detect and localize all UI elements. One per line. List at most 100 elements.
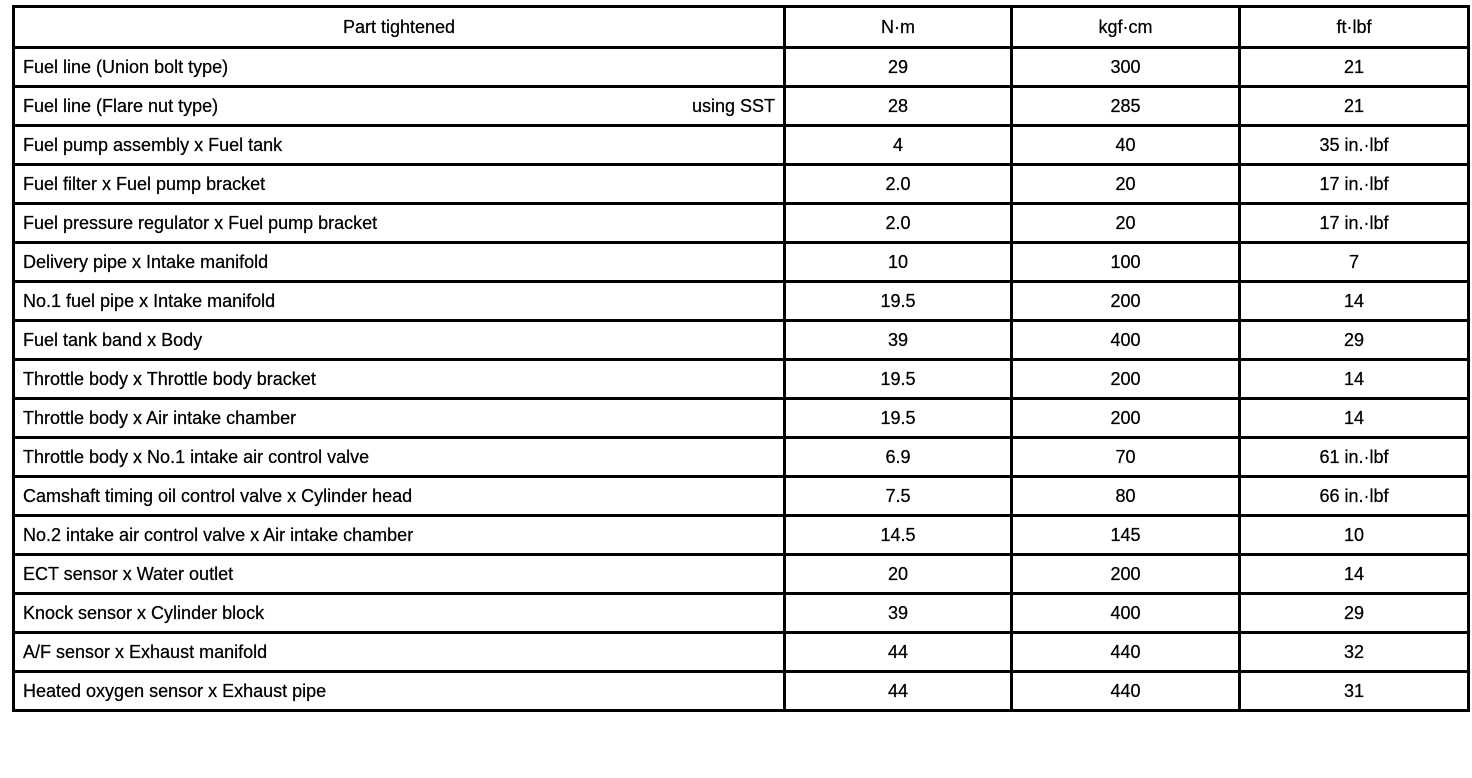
kgfcm-cell: 70 (1010, 436, 1241, 478)
ftlbf-cell: 31 (1238, 670, 1470, 712)
ftlbf-cell: 21 (1238, 46, 1470, 88)
ftlbf-cell: 66 in.·lbf (1238, 475, 1470, 517)
kgfcm-cell: 285 (1010, 85, 1241, 127)
table-row: Fuel pump assembly x Fuel tank 4 40 35 i… (12, 124, 1470, 166)
nm-cell: 20 (783, 553, 1013, 595)
part-cell: Heated oxygen sensor x Exhaust pipe (12, 670, 786, 712)
table-row: Fuel line (Union bolt type) 29 300 21 (12, 46, 1470, 88)
part-cell: A/F sensor x Exhaust manifold (12, 631, 786, 673)
ftlbf-cell: 14 (1238, 397, 1470, 439)
nm-cell: 19.5 (783, 280, 1013, 322)
part-name: Fuel pump assembly x Fuel tank (23, 134, 283, 155)
ftlbf-cell: 61 in.·lbf (1238, 436, 1470, 478)
part-cell: Throttle body x No.1 intake air control … (12, 436, 786, 478)
table-row: Fuel line (Flare nut type) using SST 28 … (12, 85, 1470, 127)
ftlbf-cell: 17 in.·lbf (1238, 163, 1470, 205)
nm-cell: 7.5 (783, 475, 1013, 517)
part-cell: Fuel pressure regulator x Fuel pump brac… (12, 202, 786, 244)
part-name: Knock sensor x Cylinder block (23, 602, 265, 623)
kgfcm-cell: 20 (1010, 202, 1241, 244)
table-row: Fuel filter x Fuel pump bracket 2.0 20 1… (12, 163, 1470, 205)
nm-cell: 19.5 (783, 358, 1013, 400)
part-cell: No.1 fuel pipe x Intake manifold (12, 280, 786, 322)
part-name: Delivery pipe x Intake manifold (23, 251, 269, 272)
part-cell: Fuel tank band x Body (12, 319, 786, 361)
header-row: Part tightened N·m kgf·cm ft·lbf (12, 5, 1470, 49)
ftlbf-cell: 29 (1238, 592, 1470, 634)
nm-cell: 10 (783, 241, 1013, 283)
part-name: Camshaft timing oil control valve x Cyli… (23, 485, 413, 506)
ftlbf-cell: 17 in.·lbf (1238, 202, 1470, 244)
part-name: Fuel filter x Fuel pump bracket (23, 173, 266, 194)
kgfcm-cell: 100 (1010, 241, 1241, 283)
kgfcm-cell: 200 (1010, 553, 1241, 595)
part-cell: No.2 intake air control valve x Air inta… (12, 514, 786, 556)
part-name: Fuel line (Flare nut type) (23, 95, 219, 116)
ftlbf-cell: 35 in.·lbf (1238, 124, 1470, 166)
table-row: Fuel pressure regulator x Fuel pump brac… (12, 202, 1470, 244)
part-name: A/F sensor x Exhaust manifold (23, 641, 268, 662)
part-name: Throttle body x Air intake chamber (23, 407, 297, 428)
kgfcm-cell: 300 (1010, 46, 1241, 88)
part-cell: Fuel line (Union bolt type) (12, 46, 786, 88)
ftlbf-cell: 14 (1238, 358, 1470, 400)
part-cell: Fuel line (Flare nut type) using SST (12, 85, 786, 127)
kgfcm-cell: 400 (1010, 592, 1241, 634)
part-cell: Knock sensor x Cylinder block (12, 592, 786, 634)
nm-cell: 2.0 (783, 163, 1013, 205)
ftlbf-cell: 10 (1238, 514, 1470, 556)
part-cell: Throttle body x Air intake chamber (12, 397, 786, 439)
kgfcm-cell: 440 (1010, 670, 1241, 712)
table-row: Throttle body x Air intake chamber 19.5 … (12, 397, 1470, 439)
part-name: Throttle body x No.1 intake air control … (23, 446, 370, 467)
part-cell: ECT sensor x Water outlet (12, 553, 786, 595)
nm-cell: 28 (783, 85, 1013, 127)
part-cell: Fuel filter x Fuel pump bracket (12, 163, 786, 205)
part-name: Throttle body x Throttle body bracket (23, 368, 316, 389)
nm-cell: 4 (783, 124, 1013, 166)
table-row: No.1 fuel pipe x Intake manifold 19.5 20… (12, 280, 1470, 322)
ftlbf-cell: 7 (1238, 241, 1470, 283)
part-name: No.2 intake air control valve x Air inta… (23, 524, 414, 545)
nm-cell: 39 (783, 592, 1013, 634)
header-nm: N·m (783, 5, 1013, 49)
ftlbf-cell: 21 (1238, 85, 1470, 127)
part-name: No.1 fuel pipe x Intake manifold (23, 290, 276, 311)
kgfcm-cell: 200 (1010, 358, 1241, 400)
table-row: Throttle body x Throttle body bracket 19… (12, 358, 1470, 400)
kgfcm-cell: 80 (1010, 475, 1241, 517)
part-name: Fuel line (Union bolt type) (23, 56, 229, 77)
kgfcm-cell: 400 (1010, 319, 1241, 361)
part-cell: Throttle body x Throttle body bracket (12, 358, 786, 400)
kgfcm-cell: 200 (1010, 280, 1241, 322)
table-row: A/F sensor x Exhaust manifold 44 440 32 (12, 631, 1470, 673)
part-name: Fuel tank band x Body (23, 329, 203, 350)
nm-cell: 44 (783, 670, 1013, 712)
part-cell: Camshaft timing oil control valve x Cyli… (12, 475, 786, 517)
part-name: Fuel pressure regulator x Fuel pump brac… (23, 212, 378, 233)
kgfcm-cell: 145 (1010, 514, 1241, 556)
ftlbf-cell: 14 (1238, 280, 1470, 322)
header-kgfcm: kgf·cm (1010, 5, 1241, 49)
table-row: Camshaft timing oil control valve x Cyli… (12, 475, 1470, 517)
kgfcm-cell: 200 (1010, 397, 1241, 439)
kgfcm-cell: 20 (1010, 163, 1241, 205)
kgfcm-cell: 440 (1010, 631, 1241, 673)
table-row: Delivery pipe x Intake manifold 10 100 7 (12, 241, 1470, 283)
nm-cell: 6.9 (783, 436, 1013, 478)
nm-cell: 44 (783, 631, 1013, 673)
part-cell: Delivery pipe x Intake manifold (12, 241, 786, 283)
table-row: Fuel tank band x Body 39 400 29 (12, 319, 1470, 361)
torque-spec-table: Part tightened N·m kgf·cm ft·lbf Fuel li… (12, 5, 1470, 712)
kgfcm-cell: 40 (1010, 124, 1241, 166)
table-row: Knock sensor x Cylinder block 39 400 29 (12, 592, 1470, 634)
table-row: Throttle body x No.1 intake air control … (12, 436, 1470, 478)
ftlbf-cell: 14 (1238, 553, 1470, 595)
part-cell: Fuel pump assembly x Fuel tank (12, 124, 786, 166)
table-row: Heated oxygen sensor x Exhaust pipe 44 4… (12, 670, 1470, 712)
part-note: using SST (691, 95, 775, 116)
part-name: Heated oxygen sensor x Exhaust pipe (23, 680, 327, 701)
part-name: ECT sensor x Water outlet (23, 563, 234, 584)
nm-cell: 29 (783, 46, 1013, 88)
nm-cell: 19.5 (783, 397, 1013, 439)
